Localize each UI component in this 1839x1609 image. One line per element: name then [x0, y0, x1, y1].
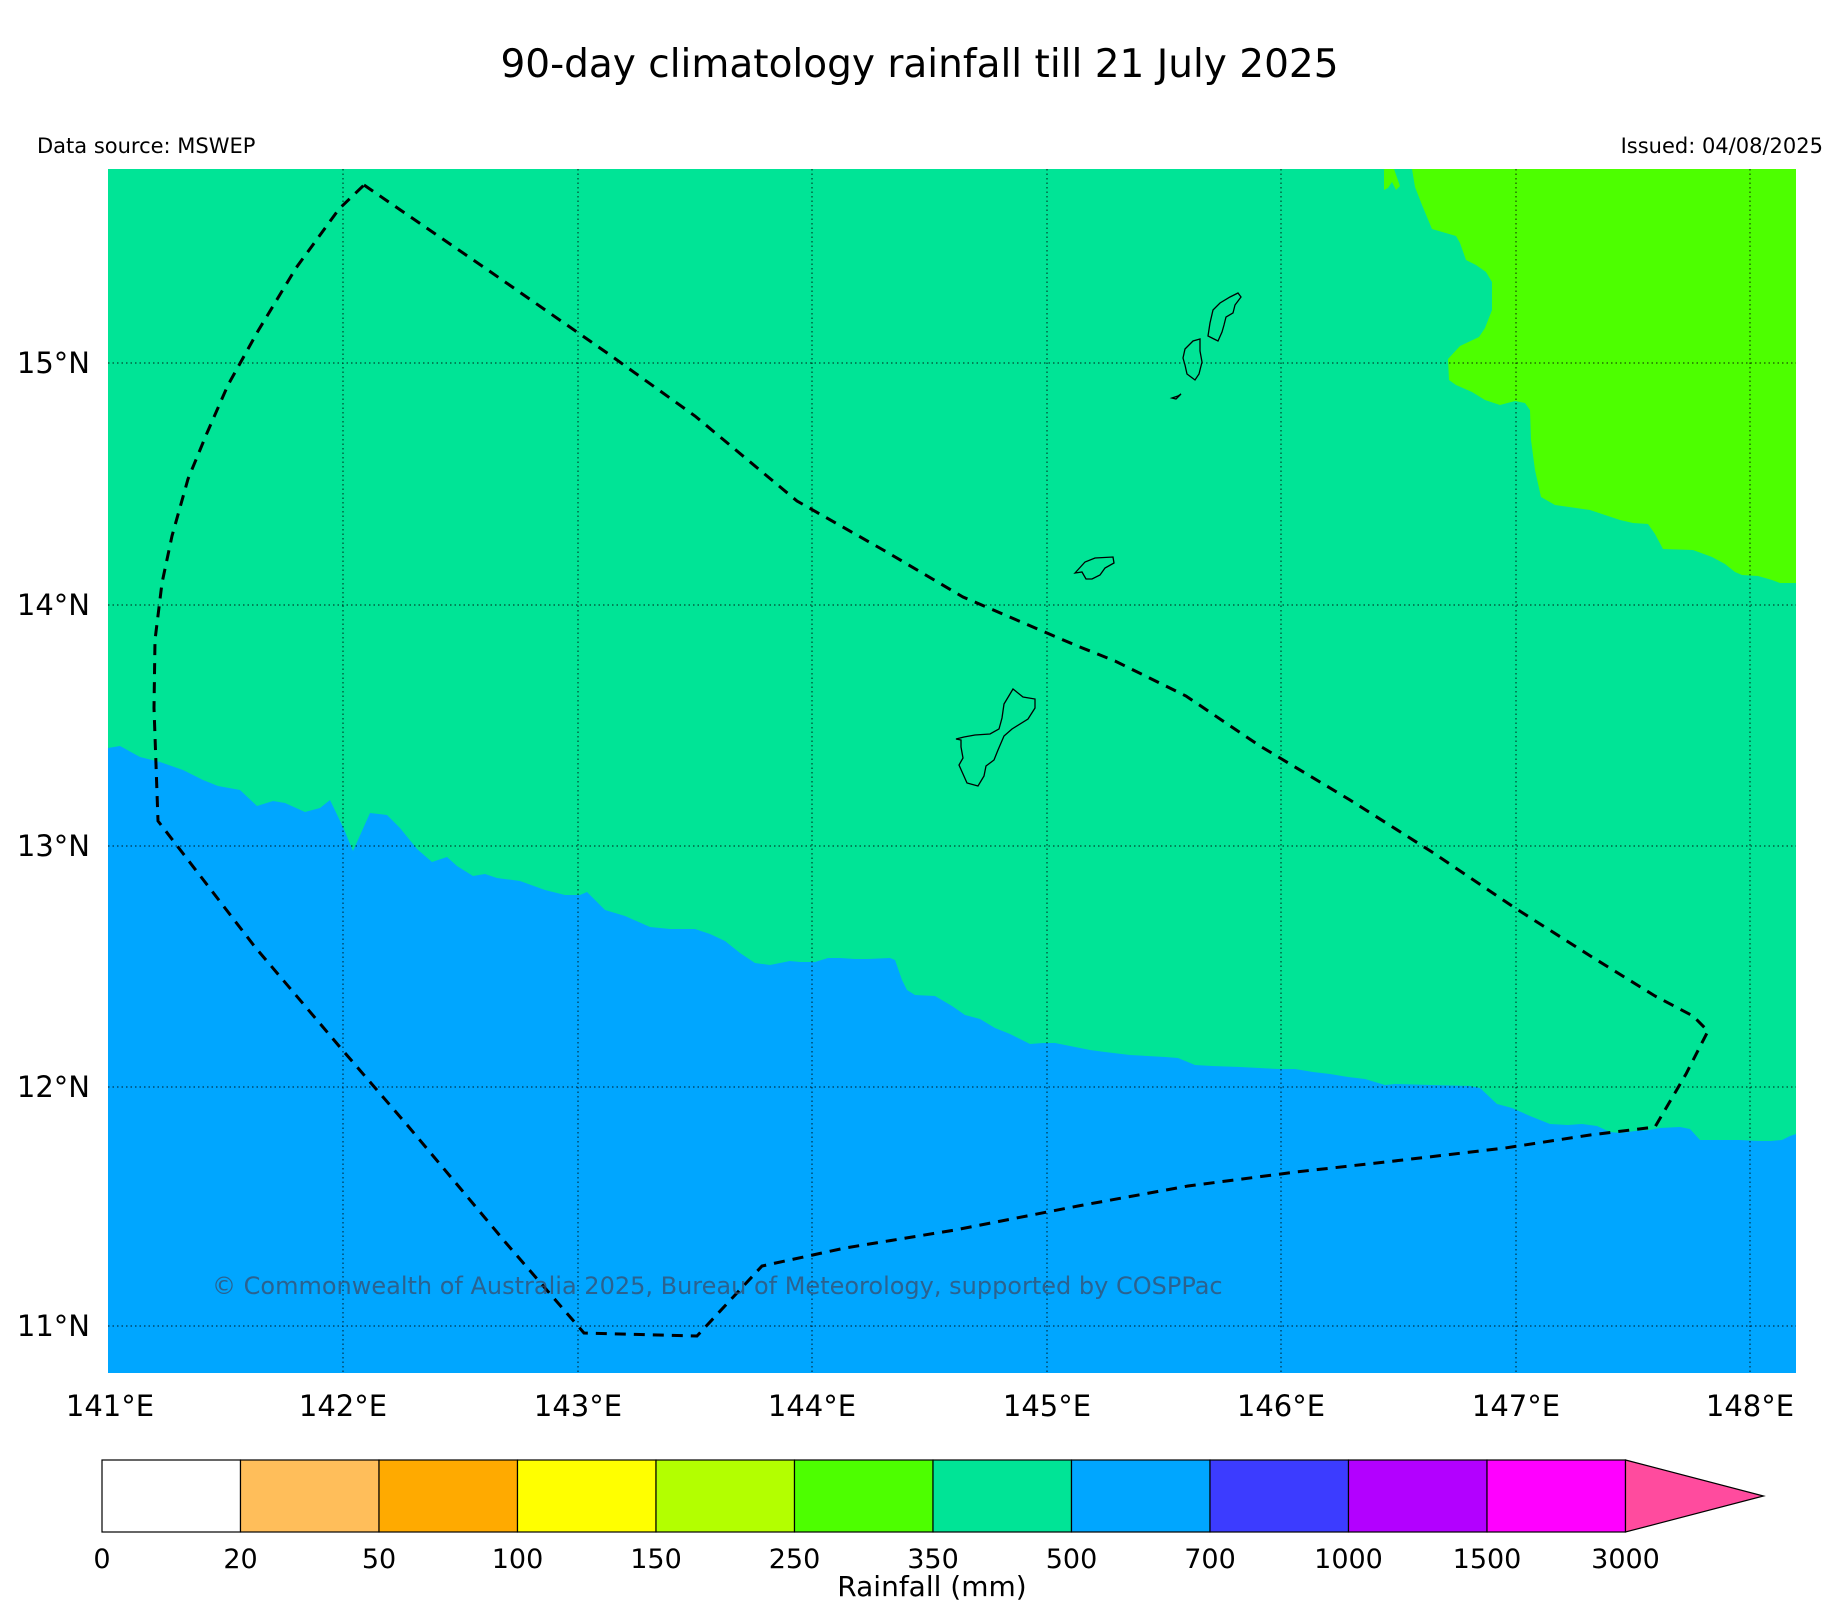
- lat-label-15n: 15°N: [17, 346, 90, 380]
- colorbar-swatch-500-700: [1070, 1459, 1211, 1533]
- lon-label-141e: 141°E: [66, 1389, 154, 1423]
- lat-label-11n: 11°N: [17, 1309, 90, 1343]
- colorbar-swatch-150-250: [655, 1459, 796, 1533]
- island-guam: [955, 688, 1036, 787]
- data-source-label: Data source: MSWEP: [37, 134, 256, 158]
- colorbar-swatch-50-100: [378, 1459, 519, 1533]
- colorbar-swatch-350-500: [932, 1459, 1073, 1533]
- island-saipan-north: [1207, 292, 1242, 342]
- lon-label-147e: 147°E: [1472, 1389, 1560, 1423]
- colorbar-extend-arrow: [1624, 1459, 1766, 1533]
- colorbar-swatch-700-1000: [1209, 1459, 1350, 1533]
- colorbar-tick-20: 20: [223, 1544, 257, 1575]
- colorbar-tick-1500: 1500: [1453, 1544, 1522, 1575]
- colorbar-tick-350: 350: [907, 1544, 959, 1575]
- colorbar-swatch-250-350: [793, 1459, 934, 1533]
- colorbar-swatch-1000-1500: [1347, 1459, 1488, 1533]
- island-tinian: [1169, 393, 1182, 400]
- eez-boundary: [152, 183, 1710, 1338]
- rainfall-region-500-700: [108, 746, 1796, 1373]
- colorbar: 0 20 50 100 150 250 350 500 700 1000 1500 3000: [93, 1459, 1766, 1575]
- island-saipan: [1182, 338, 1203, 381]
- lat-label-13n: 13°N: [17, 829, 90, 863]
- lat-label-14n: 14°N: [17, 588, 90, 622]
- lon-label-148e: 148°E: [1706, 1389, 1794, 1423]
- lon-axis-labels: 141°E 142°E 143°E 144°E 145°E 146°E 147°…: [66, 1389, 1794, 1423]
- island-rota: [1073, 556, 1115, 580]
- colorbar-tick-700: 700: [1184, 1544, 1236, 1575]
- colorbar-swatch-1500-3000: [1486, 1459, 1627, 1533]
- lon-label-146e: 146°E: [1237, 1389, 1325, 1423]
- colorbar-tick-0: 0: [93, 1544, 110, 1575]
- colorbar-tick-100: 100: [492, 1544, 544, 1575]
- issued-date-label: Issued: 04/08/2025: [1620, 134, 1823, 158]
- coastlines: [955, 292, 1242, 787]
- colorbar-tick-500: 500: [1046, 1544, 1098, 1575]
- lon-label-144e: 144°E: [768, 1389, 856, 1423]
- copyright-notice: © Commonwealth of Australia 2025, Bureau…: [212, 1272, 1223, 1300]
- lat-label-12n: 12°N: [17, 1070, 90, 1104]
- colorbar-tick-1000: 1000: [1314, 1544, 1383, 1575]
- lon-label-145e: 145°E: [1003, 1389, 1091, 1423]
- colorbar-swatch-0-20: [101, 1459, 242, 1533]
- lon-label-143e: 143°E: [534, 1389, 622, 1423]
- lat-axis-labels: 15°N 14°N 13°N 12°N 11°N: [17, 346, 90, 1343]
- lon-label-142e: 142°E: [299, 1389, 387, 1423]
- colorbar-swatch-100-150: [516, 1459, 657, 1533]
- colorbar-swatch-20-50: [239, 1459, 380, 1533]
- colorbar-tick-250: 250: [769, 1544, 821, 1575]
- chart-title: 90-day climatology rainfall till 21 July…: [500, 42, 1339, 87]
- colorbar-title: Rainfall (mm): [837, 1570, 1026, 1603]
- colorbar-tick-50: 50: [362, 1544, 396, 1575]
- rainfall-region-250-350: [1384, 169, 1796, 583]
- colorbar-tick-150: 150: [630, 1544, 682, 1575]
- colorbar-tick-3000: 3000: [1591, 1544, 1660, 1575]
- map-area: © Commonwealth of Australia 2025, Bureau…: [108, 169, 1796, 1373]
